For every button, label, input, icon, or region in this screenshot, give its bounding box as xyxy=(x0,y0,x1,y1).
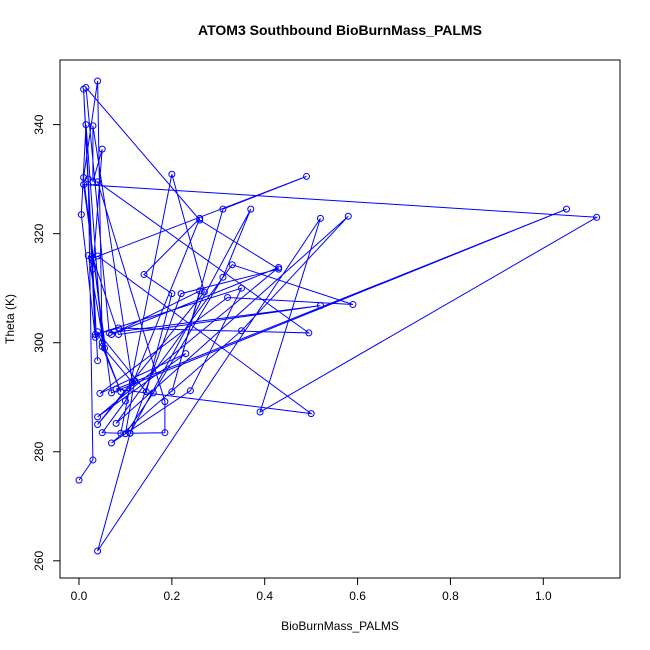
data-point xyxy=(91,331,99,339)
data-point xyxy=(96,389,104,397)
data-point xyxy=(80,174,88,182)
data-point xyxy=(316,302,324,310)
data-point xyxy=(161,429,169,437)
data-point xyxy=(112,385,120,393)
x-tick-label: 0.6 xyxy=(349,589,366,603)
data-point xyxy=(98,145,106,153)
data-point xyxy=(89,178,97,186)
series-points xyxy=(75,77,601,555)
x-axis: 0.0 0.2 0.4 0.6 0.8 1.0 xyxy=(71,577,552,603)
y-tick-label: 280 xyxy=(32,441,46,461)
data-point xyxy=(149,389,157,397)
data-point xyxy=(219,273,227,281)
data-point xyxy=(98,429,106,437)
x-tick-label: 0.8 xyxy=(442,589,459,603)
data-point xyxy=(256,408,264,416)
data-point xyxy=(82,121,90,129)
data-point xyxy=(593,213,601,221)
data-point xyxy=(131,377,139,385)
data-point xyxy=(114,324,122,332)
x-axis-label: BioBurnMass_PALMS xyxy=(281,619,399,633)
series-line xyxy=(78,80,599,552)
data-point xyxy=(307,410,315,418)
data-point xyxy=(142,388,150,396)
data-point xyxy=(344,212,352,220)
data-point xyxy=(200,288,208,296)
data-point xyxy=(238,327,245,335)
data-point xyxy=(121,430,129,438)
data-point xyxy=(238,284,245,292)
x-tick-label: 0.0 xyxy=(71,589,88,603)
data-point xyxy=(316,214,324,222)
data-point xyxy=(219,205,227,213)
data-point xyxy=(108,331,115,339)
data-point xyxy=(168,388,176,396)
data-point xyxy=(108,389,115,397)
data-point xyxy=(89,456,97,464)
data-point xyxy=(349,301,357,309)
y-tick-label: 320 xyxy=(32,223,46,243)
data-point xyxy=(177,290,185,298)
x-tick-label: 0.2 xyxy=(164,589,181,603)
y-axis-label: Theta (K) xyxy=(3,294,17,344)
data-point xyxy=(140,271,148,279)
data-point xyxy=(108,439,115,447)
data-point xyxy=(196,216,204,224)
data-point xyxy=(75,476,83,484)
data-point xyxy=(94,413,102,421)
data-point xyxy=(117,429,125,437)
chart-title: ATOM3 Southbound BioBurnMass_PALMS xyxy=(198,22,482,38)
data-point xyxy=(94,178,102,186)
data-point xyxy=(94,421,102,429)
y-axis: 260 280 300 320 340 xyxy=(32,114,61,571)
data-point xyxy=(275,263,283,271)
y-tick-label: 340 xyxy=(32,114,46,134)
series-lines xyxy=(78,80,599,552)
data-point xyxy=(228,261,236,269)
data-point xyxy=(82,84,90,92)
data-point xyxy=(168,170,176,178)
data-point xyxy=(121,397,129,405)
data-point xyxy=(303,172,310,180)
y-tick-label: 260 xyxy=(32,550,46,570)
data-point xyxy=(186,387,194,395)
data-point xyxy=(94,547,102,555)
data-point xyxy=(98,343,106,351)
data-point xyxy=(161,398,169,406)
x-tick-label: 1.0 xyxy=(535,589,552,603)
data-point xyxy=(89,265,97,273)
data-point xyxy=(77,211,85,219)
data-point xyxy=(112,419,120,427)
data-point xyxy=(182,350,190,358)
data-point xyxy=(247,205,255,213)
data-point xyxy=(563,205,570,213)
data-point xyxy=(89,122,97,130)
data-point xyxy=(94,357,102,365)
y-tick-label: 300 xyxy=(32,332,46,352)
data-point xyxy=(196,287,204,295)
data-point xyxy=(305,329,313,337)
data-point xyxy=(126,429,134,437)
data-point xyxy=(94,77,102,85)
data-point xyxy=(224,293,232,301)
data-point xyxy=(80,181,88,189)
data-point xyxy=(114,331,122,339)
x-tick-label: 0.4 xyxy=(256,589,273,603)
data-point xyxy=(94,252,102,260)
data-point xyxy=(168,290,176,298)
